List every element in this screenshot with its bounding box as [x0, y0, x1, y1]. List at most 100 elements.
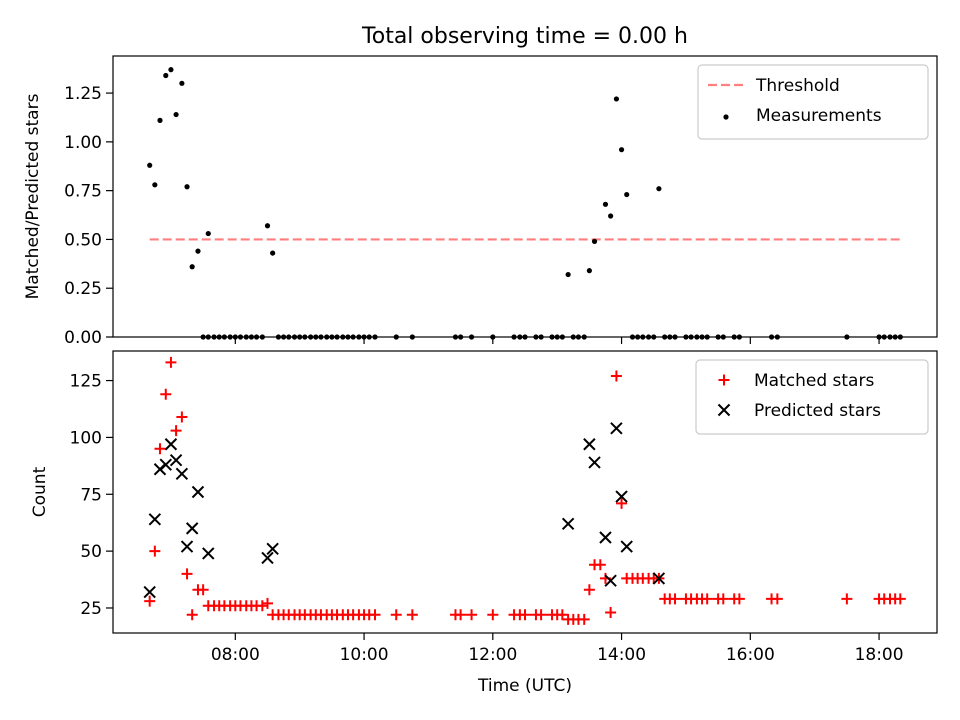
legend-label: Predicted stars [754, 401, 881, 421]
matched-star-point [197, 584, 209, 596]
matched-star-point [535, 609, 547, 621]
predicted-star-point [164, 438, 178, 451]
legend-label: Threshold [755, 76, 840, 96]
measurement-point [270, 250, 276, 256]
measurement-point [624, 191, 630, 198]
measurement-point [586, 268, 592, 274]
bottom-ylabel: Count [30, 466, 50, 517]
measurement-point [173, 111, 179, 118]
legend-box [695, 359, 929, 435]
measurement-point [656, 186, 662, 192]
predicted-star-point [159, 458, 172, 471]
measurement-point [168, 67, 174, 73]
measurement-point [205, 230, 211, 237]
predicted-star-point [143, 585, 156, 599]
matched-star-point [605, 607, 617, 619]
legend-label: Measurements [756, 106, 882, 126]
predicted-star-point [202, 547, 215, 560]
predicted-star-point [610, 422, 623, 435]
top-panel: 0.00 0.25 0.50 0.75 1.00 1.25 Matched/Predicte… [23, 55, 938, 348]
top-axes-frame [112, 55, 938, 338]
matched-star-point [669, 593, 681, 605]
bottom-xtick-label: 10:00 [340, 645, 389, 665]
measurement-point [195, 248, 201, 254]
bottom-xtick-label: 12:00 [468, 645, 517, 665]
matched-star-point [176, 411, 188, 423]
bottom-series-predicted-stars [143, 422, 666, 599]
matched-star-point [487, 609, 499, 621]
predicted-star-point [652, 572, 666, 585]
matched-star-point [594, 559, 606, 571]
matched-star-point [519, 609, 531, 621]
matched-star-point [262, 597, 273, 609]
bottom-series-matched-stars [144, 356, 906, 625]
matched-star-point [466, 609, 478, 621]
measurement-point [147, 162, 153, 168]
matched-star-point [170, 425, 182, 437]
bottom-xtick-label: 14:00 [597, 645, 646, 665]
measurement-point [163, 72, 169, 79]
measurement-point [618, 147, 625, 153]
legend-predicted-marker [717, 403, 731, 417]
matched-star-point [144, 595, 156, 607]
predicted-star-point [604, 574, 617, 587]
top-ytick-label: 0.75 [64, 182, 102, 202]
bottom-legend: Matched stars Predicted stars [695, 359, 929, 435]
bottom-ytick-label: 75 [80, 485, 102, 505]
bottom-ytick-label: 125 [70, 372, 102, 392]
matched-star-point [165, 356, 177, 368]
measurement-point [591, 238, 598, 244]
legend-box [697, 64, 929, 140]
predicted-star-point [180, 540, 194, 553]
predicted-star-point [599, 531, 612, 544]
predicted-star-point [185, 522, 199, 535]
measurement-point [264, 223, 271, 229]
top-ytick-label: 1.00 [64, 133, 102, 153]
measurement-point [602, 201, 609, 207]
top-ytick-label: 0.25 [64, 279, 102, 299]
matched-star-point [149, 545, 161, 557]
predicted-star-point [588, 456, 601, 469]
matched-star-point [701, 593, 713, 605]
legend-measurements-marker [723, 114, 729, 120]
matched-star-point [616, 497, 628, 509]
figure-title: Total observing time = 0.00 h [361, 24, 688, 49]
matched-star-point [771, 593, 783, 605]
bottom-xtick-label: 18:00 [855, 645, 904, 665]
top-ytick-label: 0.50 [64, 230, 102, 250]
predicted-star-point [191, 485, 205, 499]
matched-star-point [894, 593, 906, 605]
bottom-axes-frame [112, 350, 938, 634]
matched-star-point [455, 609, 467, 621]
matched-star-point [369, 609, 381, 621]
matched-star-point [154, 443, 166, 455]
bottom-ytick-label: 50 [80, 542, 102, 562]
matched-star-point [583, 584, 595, 596]
top-ytick-label: 1.25 [64, 84, 102, 104]
top-ytick-label: 0.00 [64, 328, 102, 348]
measurement-point [608, 213, 614, 219]
matched-star-point [186, 609, 198, 621]
predicted-star-point [175, 467, 189, 481]
measurement-point [184, 184, 190, 190]
predicted-star-point [583, 438, 596, 451]
measurement-point [179, 80, 185, 86]
measurement-point [613, 96, 620, 102]
bottom-panel: 25 50 75 100 125 08:00 10:00 12:00 14:00 16:00 18:… [30, 350, 938, 696]
measurement-point [157, 117, 163, 123]
matched-star-point [556, 609, 568, 621]
bottom-ytick-label: 25 [80, 599, 102, 619]
matched-star-point [717, 593, 729, 605]
measurement-point [152, 182, 158, 188]
matched-star-point [160, 388, 172, 400]
measurement-point [189, 264, 195, 270]
matched-star-point [406, 609, 418, 621]
measurement-point [565, 271, 571, 278]
predicted-star-point [615, 490, 628, 503]
predicted-star-point [261, 551, 274, 565]
matched-star-point [578, 613, 590, 625]
predicted-star-point [266, 542, 279, 556]
matched-star-point [841, 593, 853, 605]
bottom-xtick-label: 08:00 [211, 645, 260, 665]
